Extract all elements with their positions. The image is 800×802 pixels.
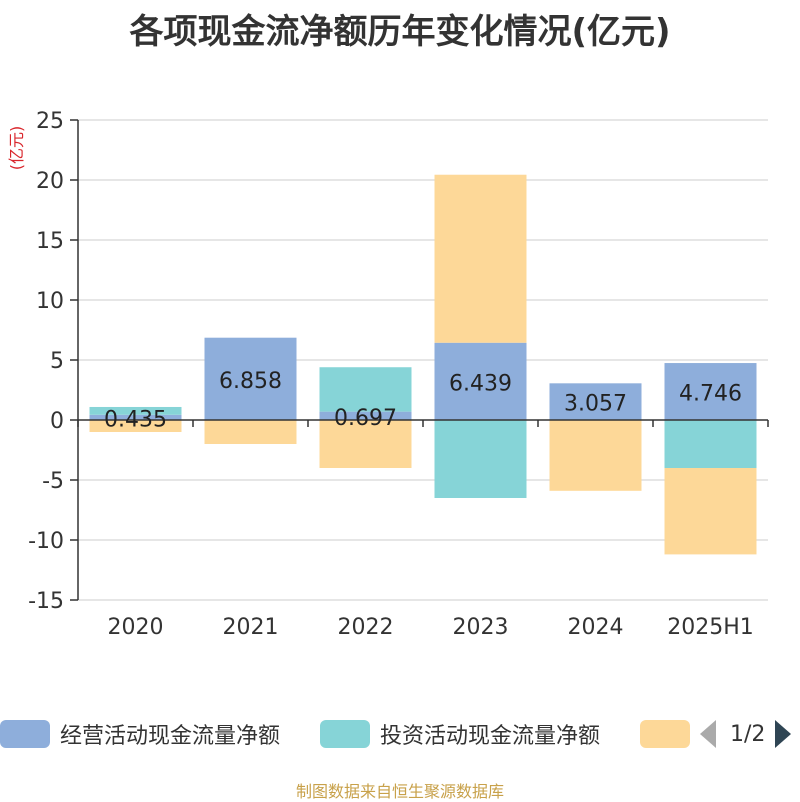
legend-page-indicator: 1/2 bbox=[730, 721, 766, 747]
bar-2022-s0 bbox=[319, 411, 412, 420]
legend-swatch-financing bbox=[640, 720, 690, 748]
legend-label-operating: 经营活动现金流量净额 bbox=[60, 724, 281, 749]
x-tick-label: 2022 bbox=[338, 615, 394, 640]
legend-item-investing[interactable]: 投资活动现金流量净额 bbox=[320, 716, 600, 752]
bar-2025H1-s1 bbox=[664, 420, 757, 468]
legend-item-financing[interactable] bbox=[640, 716, 690, 752]
y-tick-label: -15 bbox=[28, 589, 64, 614]
bar-2020-s2 bbox=[89, 420, 182, 432]
data-label-2022: 0.697 bbox=[334, 406, 397, 431]
x-tick-label: 2023 bbox=[453, 615, 509, 640]
bar-2024-s2 bbox=[549, 420, 642, 491]
legend-swatch-investing bbox=[320, 720, 370, 748]
bar-2024-s0 bbox=[549, 383, 642, 420]
y-tick-label: 5 bbox=[50, 349, 64, 374]
next-page-icon[interactable] bbox=[775, 720, 792, 748]
y-tick-label: 20 bbox=[36, 169, 64, 194]
data-source-note: 制图数据来自恒生聚源数据库 bbox=[295, 782, 504, 801]
data-label-2021: 6.858 bbox=[219, 369, 282, 394]
y-tick-label: 15 bbox=[36, 229, 64, 254]
data-label-2020: 0.435 bbox=[104, 407, 167, 432]
bar-2022-s1 bbox=[319, 367, 412, 412]
bar-2023-s2 bbox=[434, 174, 527, 343]
bar-2020-s1 bbox=[89, 406, 182, 415]
bar-2023-s0 bbox=[434, 342, 527, 420]
x-tick-label: 2024 bbox=[568, 615, 624, 640]
x-tick-label: 2021 bbox=[223, 615, 279, 640]
data-label-2025H1: 4.746 bbox=[679, 382, 742, 407]
chart-title: 各项现金流净额历年变化情况(亿元) bbox=[129, 12, 671, 52]
bar-2025H1-s0 bbox=[664, 363, 757, 420]
bar-2025H1-s2 bbox=[664, 468, 757, 555]
y-tick-label: -5 bbox=[42, 469, 64, 494]
x-tick-label: 2020 bbox=[108, 615, 164, 640]
data-label-2024: 3.057 bbox=[564, 392, 627, 417]
bar-2020-s0 bbox=[89, 414, 182, 420]
bar-2023-s1 bbox=[434, 420, 527, 498]
x-tick-label: 2025H1 bbox=[667, 615, 754, 640]
legend: 经营活动现金流量净额 投资活动现金流量净额 bbox=[0, 716, 800, 756]
bar-chart: -15 -10 -5 0 5 10 15 20 25 (亿元) 0.435 6.858 0.697 6.4… bbox=[7, 109, 769, 640]
data-label-2023: 6.439 bbox=[449, 371, 512, 396]
prev-page-icon[interactable] bbox=[700, 720, 716, 748]
legend-item-operating[interactable]: 经营活动现金流量净额 bbox=[0, 716, 280, 752]
legend-pager: 1/2 bbox=[700, 716, 792, 752]
bar-2022-s2 bbox=[319, 420, 412, 468]
legend-label-investing: 投资活动现金流量净额 bbox=[380, 724, 601, 749]
y-tick-label: 0 bbox=[50, 409, 64, 434]
y-axis-title: (亿元) bbox=[7, 126, 26, 171]
bar-2021-s0 bbox=[204, 337, 297, 420]
y-tick-label: 25 bbox=[36, 109, 64, 134]
y-tick-label: -10 bbox=[28, 529, 64, 554]
bar-2021-s2 bbox=[204, 420, 297, 444]
legend-swatch-operating bbox=[0, 720, 50, 748]
y-tick-label: 10 bbox=[36, 289, 64, 314]
